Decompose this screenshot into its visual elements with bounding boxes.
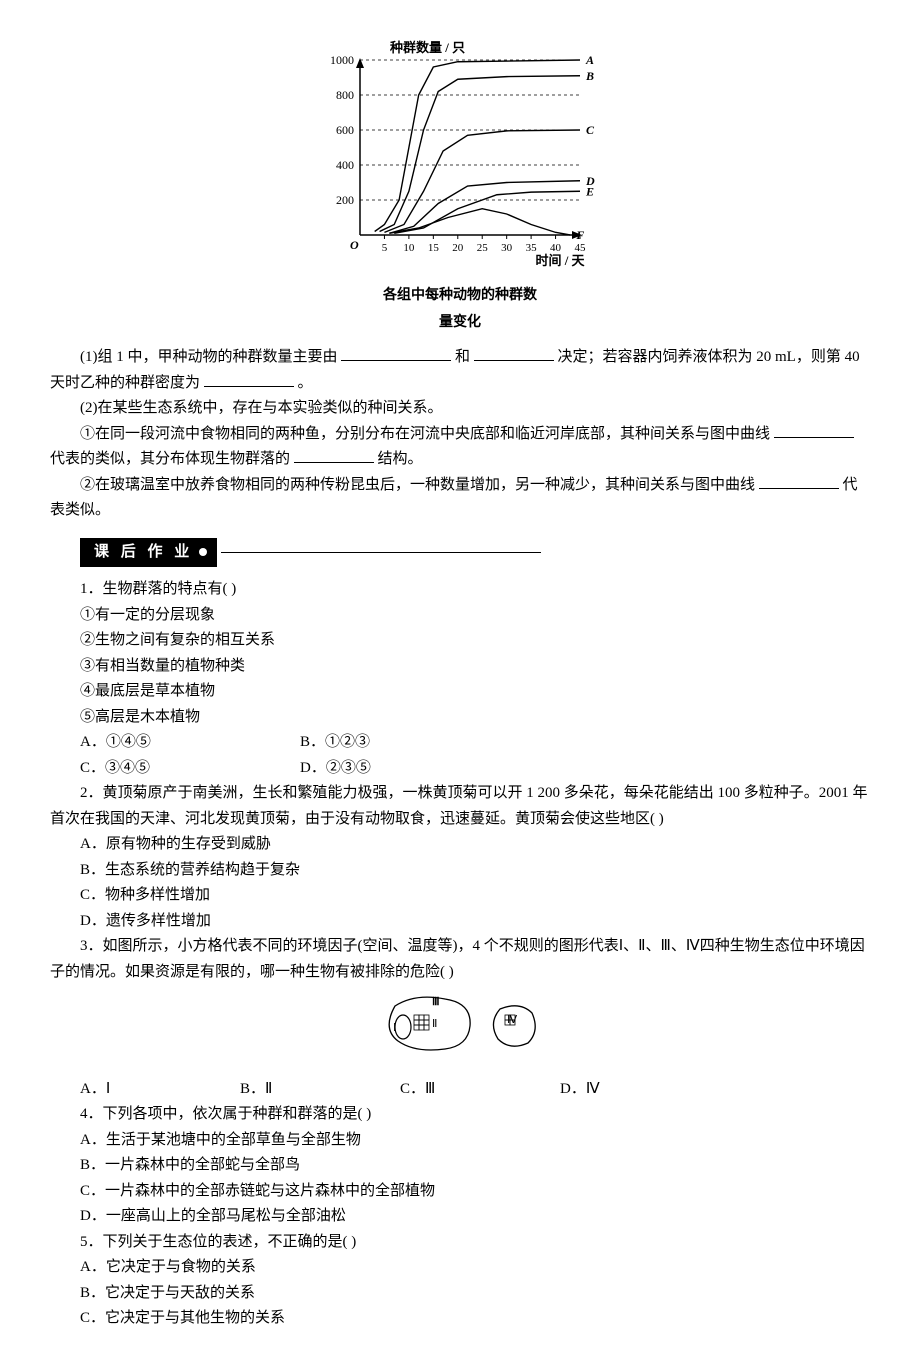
niche-svg: Ⅲ Ⅰ Ⅱ Ⅳ (360, 991, 560, 1061)
svg-text:B: B (585, 69, 594, 83)
svg-text:时间 / 天: 时间 / 天 (535, 253, 585, 268)
q3-D: D．Ⅳ (560, 1077, 720, 1103)
text: 结构。 (378, 451, 423, 467)
q4-C: C．一片森林中的全部赤链蛇与这片森林中的全部植物 (50, 1179, 870, 1205)
q4-A: A．生活于某池塘中的全部草鱼与全部生物 (50, 1128, 870, 1154)
q-pre-2-1: ①在同一段河流中食物相同的两种鱼，分别分布在河流中央底部和临近河岸底部，其种间关… (50, 422, 870, 473)
blank (774, 422, 854, 438)
svg-text:800: 800 (336, 88, 354, 102)
svg-text:20: 20 (452, 242, 464, 254)
svg-text:15: 15 (428, 242, 440, 254)
q3-figure: Ⅲ Ⅰ Ⅱ Ⅳ (50, 991, 870, 1071)
svg-text:C: C (586, 123, 595, 137)
q-pre-2: (2)在某些生态系统中，存在与本实验类似的种间关系。 (50, 396, 870, 422)
q2-stem: 2．黄顶菊原产于南美洲，生长和繁殖能力极强，一株黄顶菊可以开 1 200 多朵花… (50, 781, 870, 832)
q1-i4: ④最底层是草本植物 (50, 679, 870, 705)
q5-C: C．它决定于与其他生物的关系 (50, 1306, 870, 1332)
q-pre-1b: 和 (455, 349, 470, 365)
q1-opts: A．①④⑤ B．①②③ C．③④⑤ D．②③⑤ (80, 730, 870, 781)
q1-i5: ⑤高层是木本植物 (50, 705, 870, 731)
blank (204, 371, 294, 387)
chart-caption-1: 各组中每种动物的种群数 (50, 284, 870, 308)
q1-C: C．③④⑤ (80, 756, 300, 782)
text: ①在同一段河流中食物相同的两种鱼，分别分布在河流中央底部和临近河岸底部，其种间关… (80, 426, 770, 442)
svg-text:10: 10 (403, 242, 415, 254)
svg-text:O: O (350, 238, 359, 252)
q2-A: A．原有物种的生存受到威胁 (50, 832, 870, 858)
svg-text:Ⅱ: Ⅱ (432, 1018, 437, 1030)
svg-text:F: F (575, 228, 584, 242)
svg-text:400: 400 (336, 158, 354, 172)
q1-stem: 1．生物群落的特点有( ) (50, 577, 870, 603)
q3-stem: 3．如图所示，小方格代表不同的环境因子(空间、温度等)，4 个不规则的图形代表Ⅰ… (50, 934, 870, 985)
q1-A: A．①④⑤ (80, 730, 300, 756)
population-chart: 种群数量 / 只20040060080010005101520253035404… (50, 40, 870, 335)
blank (474, 345, 554, 361)
q1-D: D．②③⑤ (300, 756, 520, 782)
q5-B: B．它决定于与天敌的关系 (50, 1281, 870, 1307)
q-pre-1a: (1)组 1 中，甲种动物的种群数量主要由 (80, 349, 338, 365)
chart-caption-2: 量变化 (50, 311, 870, 335)
q3-opts: A．Ⅰ B．Ⅱ C．Ⅲ D．Ⅳ (80, 1077, 870, 1103)
q-pre-1d: 。 (298, 375, 313, 391)
svg-text:Ⅲ: Ⅲ (432, 996, 440, 1008)
svg-text:1000: 1000 (330, 53, 354, 67)
q-pre-2-2: ②在玻璃温室中放养食物相同的两种传粉昆虫后，一种数量增加，另一种减少，其种间关系… (50, 473, 870, 524)
dot-icon (199, 548, 207, 556)
q1-i2: ②生物之间有复杂的相互关系 (50, 628, 870, 654)
q5-A: A．它决定于与食物的关系 (50, 1255, 870, 1281)
blank (341, 345, 451, 361)
svg-text:30: 30 (501, 242, 513, 254)
svg-text:A: A (585, 53, 594, 67)
homework-banner: 课 后 作 业 (80, 538, 217, 568)
text: 代表的类似，其分布体现生物群落的 (50, 451, 290, 467)
q3-C: C．Ⅲ (400, 1077, 560, 1103)
section-row: 课 后 作 业 (50, 524, 870, 578)
q1-B: B．①②③ (300, 730, 520, 756)
blank (759, 473, 839, 489)
svg-text:25: 25 (477, 242, 489, 254)
q5-stem: 5．下列关于生态位的表述，不正确的是( ) (50, 1230, 870, 1256)
svg-text:600: 600 (336, 123, 354, 137)
q1-i3: ③有相当数量的植物种类 (50, 654, 870, 680)
svg-text:Ⅰ: Ⅰ (393, 1022, 396, 1034)
q4-D: D．一座高山上的全部马尾松与全部油松 (50, 1204, 870, 1230)
banner-line (221, 552, 541, 553)
q3-B: B．Ⅱ (240, 1077, 400, 1103)
svg-text:5: 5 (382, 242, 388, 254)
q4-B: B．一片森林中的全部蛇与全部鸟 (50, 1153, 870, 1179)
q4-stem: 4．下列各项中，依次属于种群和群落的是( ) (50, 1102, 870, 1128)
banner-text: 课 后 作 业 (94, 544, 193, 560)
blank (294, 447, 374, 463)
q2-B: B．生态系统的营养结构趋于复杂 (50, 858, 870, 884)
q2-C: C．物种多样性增加 (50, 883, 870, 909)
svg-text:E: E (585, 184, 594, 198)
q1-i1: ①有一定的分层现象 (50, 603, 870, 629)
svg-text:种群数量 / 只: 种群数量 / 只 (389, 40, 465, 55)
q3-A: A．Ⅰ (80, 1077, 240, 1103)
svg-text:Ⅳ: Ⅳ (507, 1014, 518, 1026)
q-pre-1: (1)组 1 中，甲种动物的种群数量主要由 和 决定；若容器内饲养液体积为 20… (50, 345, 870, 396)
chart-svg: 种群数量 / 只20040060080010005101520253035404… (310, 40, 610, 270)
q2-D: D．遗传多样性增加 (50, 909, 870, 935)
text: ②在玻璃温室中放养食物相同的两种传粉昆虫后，一种数量增加，另一种减少，其种间关系… (80, 477, 755, 493)
svg-text:200: 200 (336, 193, 354, 207)
